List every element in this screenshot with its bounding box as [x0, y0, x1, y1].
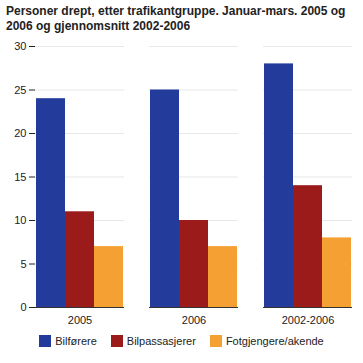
svg-text:0: 0: [20, 301, 26, 313]
svg-text:2005: 2005: [68, 314, 92, 326]
svg-text:25: 25: [14, 84, 26, 96]
html-text:Bilpassasjerer: Bilpassasjerer: [126, 335, 196, 347]
svg-text:20: 20: [14, 127, 26, 139]
svg-text:2002-2006: 2002-2006: [282, 314, 335, 326]
svg-text:15: 15: [14, 171, 26, 183]
html-text:Personer drept, etter trafikan: Personer drept, etter trafikantgruppe. J…: [6, 4, 346, 33]
svg-text:2006: 2006: [182, 314, 206, 326]
svg-text:10: 10: [14, 214, 26, 226]
svg-text:5: 5: [20, 258, 26, 270]
html-text:Bilførere: Bilførere: [55, 335, 97, 347]
html-text:Fotgjengere/akende: Fotgjengere/akende: [225, 335, 324, 347]
svg-text:30: 30: [14, 40, 26, 52]
